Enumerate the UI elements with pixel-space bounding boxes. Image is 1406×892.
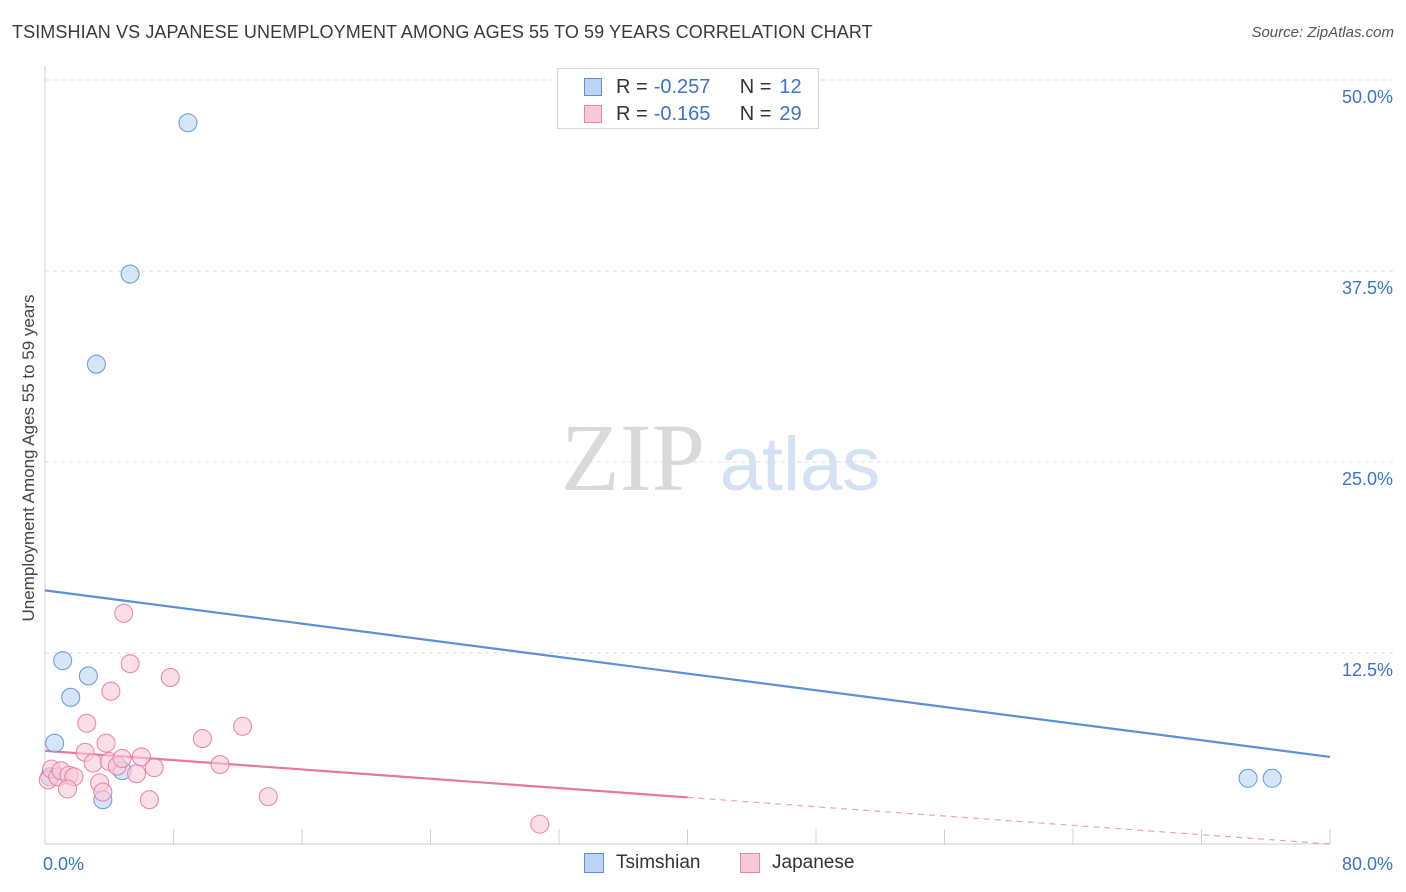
y-tick-labels: 12.5% 25.0% 37.5% 50.0% — [1342, 87, 1393, 680]
trend-line-extension-japanese — [687, 796, 1331, 845]
point-japanese — [258, 787, 278, 807]
r-label: R = — [616, 75, 648, 98]
point-tsimshian — [61, 687, 81, 707]
point-tsimshian — [53, 651, 73, 671]
point-tsimshian — [1262, 768, 1282, 788]
tsimshian-swatch — [584, 78, 602, 96]
data-points — [38, 113, 1282, 834]
stats-row-japanese: R = -0.165 N = 29 — [584, 101, 802, 127]
point-japanese — [192, 729, 212, 749]
point-tsimshian — [78, 666, 98, 686]
legend-swatch-japanese — [740, 853, 760, 873]
point-japanese — [120, 654, 140, 674]
x-tick-label: 80.0% — [1342, 854, 1393, 874]
legend-item-tsimshian: Tsimshian — [584, 852, 700, 874]
point-japanese — [93, 782, 113, 802]
y-tick-label: 50.0% — [1342, 87, 1393, 107]
watermark: ZIP atlas — [561, 404, 880, 511]
n-label: N = — [739, 75, 772, 98]
point-japanese — [101, 681, 121, 701]
y-tick-label: 25.0% — [1342, 469, 1393, 489]
chart-title: TSIMSHIAN VS JAPANESE UNEMPLOYMENT AMONG… — [12, 22, 873, 42]
point-tsimshian — [1238, 768, 1258, 788]
source-label: Source: ZipAtlas.com — [1251, 24, 1394, 41]
watermark-zip: ZIP — [561, 404, 705, 511]
r-value: -0.165 — [653, 102, 711, 125]
n-value: 12 — [779, 75, 802, 98]
r-label: R = — [616, 102, 648, 125]
y-tick-label: 37.5% — [1342, 278, 1393, 298]
point-japanese — [144, 758, 164, 778]
point-tsimshian — [120, 264, 140, 284]
legend-swatch-tsimshian — [584, 853, 604, 873]
point-japanese — [114, 603, 134, 623]
x-tick-labels: 0.0% 80.0% — [43, 854, 1393, 874]
point-japanese — [96, 733, 116, 753]
point-japanese — [233, 716, 253, 736]
japanese-swatch — [584, 105, 602, 123]
y-tick-label: 12.5% — [1342, 660, 1393, 680]
legend-item-japanese: Japanese — [740, 852, 854, 874]
point-japanese — [530, 814, 550, 834]
point-japanese — [127, 764, 147, 784]
gridlines — [45, 79, 1394, 654]
point-tsimshian — [178, 113, 198, 133]
point-japanese — [210, 754, 230, 775]
legend-label-japanese: Japanese — [772, 852, 855, 873]
trend-lines — [44, 589, 1331, 845]
point-japanese — [139, 790, 159, 810]
watermark-atlas: atlas — [720, 422, 881, 507]
series-legend: Tsimshian Japanese — [0, 852, 1406, 876]
trend-line-tsimshian — [44, 589, 1331, 758]
n-value: 29 — [779, 102, 802, 125]
point-japanese — [77, 713, 97, 733]
point-japanese — [112, 748, 132, 768]
axes — [44, 66, 1331, 845]
legend-label-tsimshian: Tsimshian — [616, 852, 701, 873]
point-japanese — [131, 747, 151, 767]
point-japanese — [83, 753, 103, 773]
point-tsimshian — [45, 733, 65, 753]
stats-row-tsimshian: R = -0.257 N = 12 — [584, 74, 802, 100]
x-tick-label: 0.0% — [43, 854, 84, 874]
n-label: N = — [739, 102, 772, 125]
point-tsimshian — [86, 354, 106, 374]
stats-legend: R = -0.257 N = 12 R = -0.165 N = 29 — [557, 68, 819, 129]
point-japanese — [57, 779, 78, 799]
point-japanese — [160, 667, 180, 687]
r-value: -0.257 — [653, 75, 711, 98]
